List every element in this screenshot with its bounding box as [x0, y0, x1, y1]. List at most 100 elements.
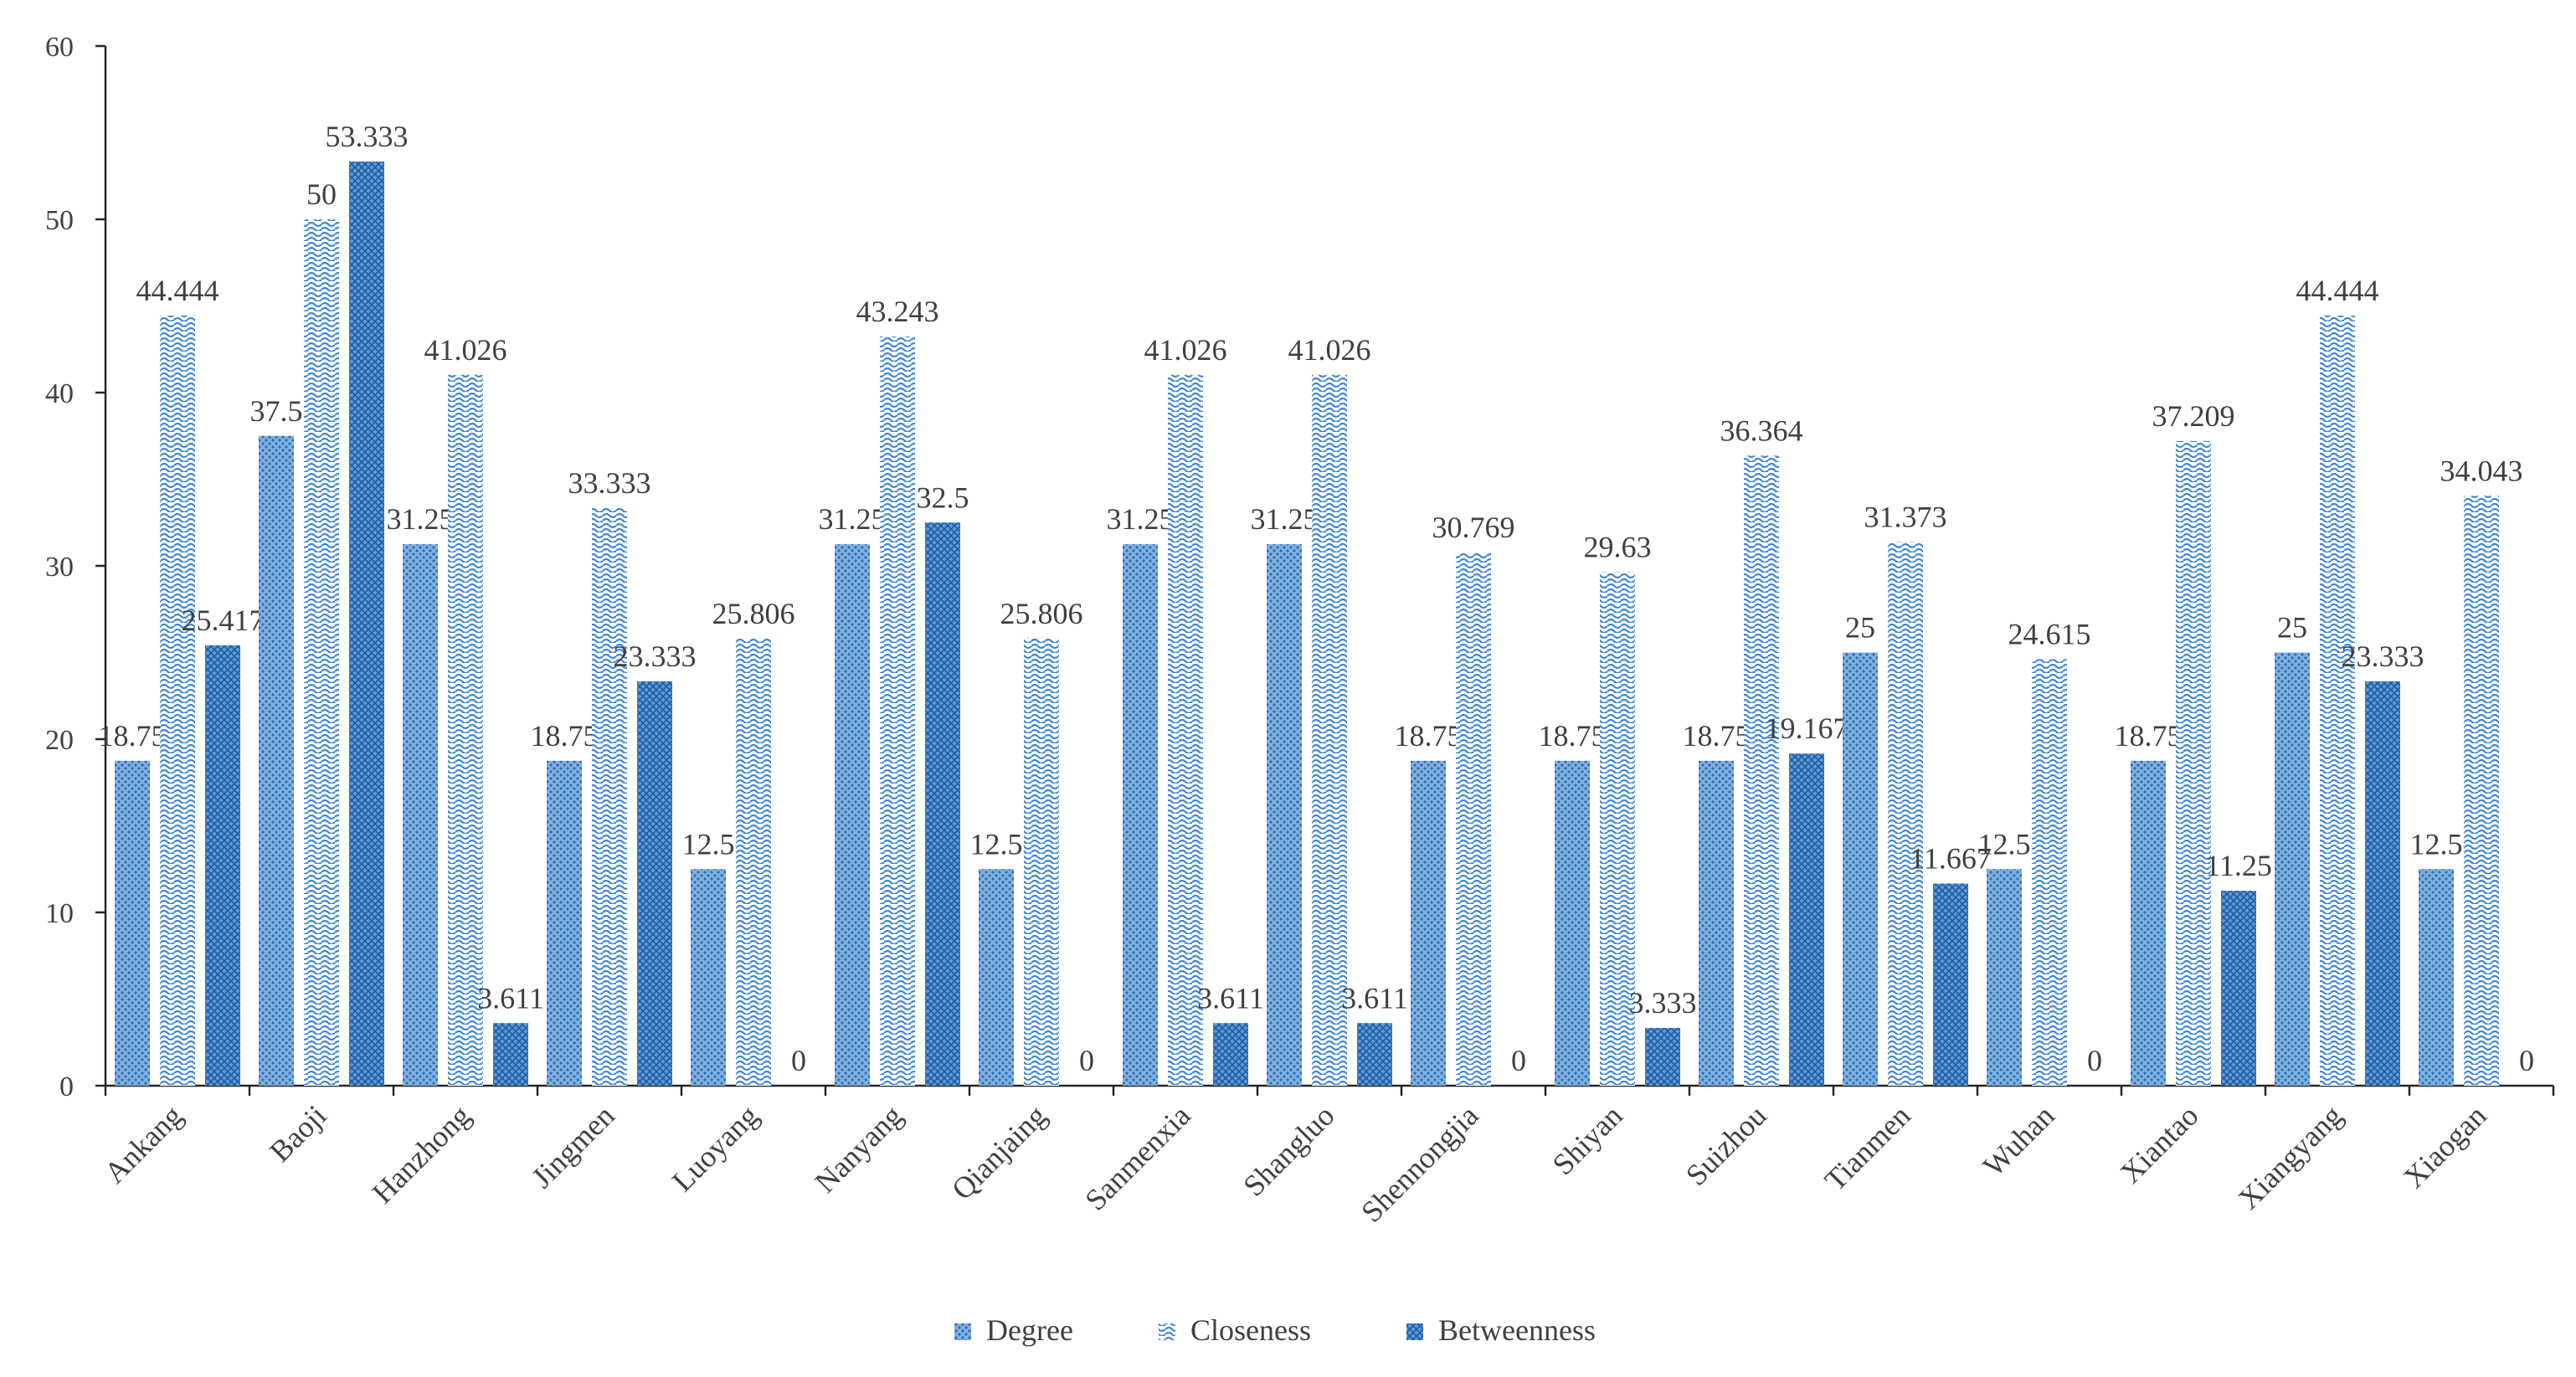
x-category-label: Tianmen	[1818, 1098, 1917, 1197]
betweenness-label-xiantao: 11.25	[2205, 849, 2272, 882]
closeness-label-luoyang: 25.806	[712, 597, 795, 630]
betweenness-label-xiaogan: 0	[2519, 1044, 2534, 1077]
betweenness-label-wuhan: 0	[2087, 1044, 2102, 1077]
degree-bar-luoyang	[691, 869, 726, 1086]
degree-bar-sanmenxia	[1123, 544, 1158, 1086]
betweenness-bar-baoji	[349, 162, 384, 1087]
degree-bar-nanyang	[835, 544, 870, 1086]
x-category-label: Shennongjia	[1355, 1098, 1485, 1229]
closeness-label-wuhan: 24.615	[2008, 617, 2091, 650]
closeness-label-suizhou: 36.364	[1720, 414, 1803, 447]
closeness-bar-shennongjia	[1456, 552, 1491, 1086]
degree-bar-shennongjia	[1411, 760, 1446, 1086]
degree-label-baoji: 37.5	[250, 394, 303, 428]
closeness-label-shiyan: 29.63	[1584, 531, 1652, 564]
y-tick-label: 50	[45, 205, 74, 236]
betweenness-bar-shiyan	[1645, 1028, 1680, 1086]
closeness-label-sanmenxia: 41.026	[1144, 333, 1227, 367]
betweenness-label-shennongjia: 0	[1511, 1044, 1526, 1077]
closeness-bar-jingmen	[592, 508, 627, 1086]
closeness-bar-sanmenxia	[1168, 374, 1203, 1086]
betweenness-label-shangluo: 3.611	[1341, 981, 1408, 1015]
closeness-label-shennongjia: 30.769	[1432, 511, 1515, 544]
x-category-label: Shiyan	[1546, 1098, 1629, 1181]
betweenness-label-ankang: 25.417	[182, 604, 265, 637]
degree-bar-xiaogan	[2419, 869, 2454, 1086]
x-category-label: Xiaogan	[2397, 1098, 2493, 1195]
degree-bar-qianjaing	[979, 869, 1014, 1086]
degree-label-shennongjia: 18.75	[1395, 719, 1463, 753]
betweenness-bar-suizhou	[1789, 753, 1824, 1086]
betweenness-bar-shangluo	[1357, 1023, 1392, 1086]
closeness-bar-baoji	[304, 219, 339, 1086]
x-category-label: Hanzhong	[366, 1098, 477, 1210]
closeness-label-ankang: 44.444	[136, 274, 219, 307]
degree-label-nanyang: 31.25	[819, 502, 887, 536]
y-tick-label: 40	[45, 378, 74, 409]
betweenness-label-xiangyang: 23.333	[2342, 640, 2424, 673]
closeness-bar-suizhou	[1744, 455, 1779, 1086]
betweenness-label-tianmen: 11.667	[1910, 841, 1992, 875]
betweenness-bar-ankang	[205, 645, 240, 1086]
betweenness-label-sanmenxia: 3.611	[1197, 981, 1264, 1015]
x-category-label: Xiangyang	[2232, 1098, 2349, 1215]
degree-label-xiantao: 18.75	[2115, 719, 2183, 753]
degree-bar-jingmen	[547, 760, 582, 1086]
closeness-bar-hanzhong	[448, 374, 483, 1086]
closeness-bar-luoyang	[736, 638, 771, 1086]
legend-label-degree: Degree	[986, 1313, 1073, 1347]
closeness-label-jingmen: 33.333	[568, 466, 651, 500]
x-category-label: Baoji	[263, 1098, 332, 1168]
x-category-label: Xiantao	[2114, 1098, 2205, 1189]
closeness-bar-xiangyang	[2320, 316, 2355, 1087]
degree-label-xiaogan: 12.5	[2410, 827, 2463, 861]
y-tick-label: 60	[45, 32, 74, 63]
x-category-label: Sanmenxia	[1078, 1098, 1196, 1216]
betweenness-label-hanzhong: 3.611	[477, 981, 544, 1015]
betweenness-bar-sanmenxia	[1213, 1023, 1248, 1086]
closeness-bar-shangluo	[1312, 374, 1347, 1086]
betweenness-bar-hanzhong	[493, 1023, 528, 1086]
degree-bar-wuhan	[1987, 869, 2022, 1086]
plot-area: 0 10 20 30 40 50 60 18.75 44.444 25.417 Ankang 37.5…	[45, 32, 2555, 1229]
degree-label-xiangyang: 25	[2277, 611, 2307, 645]
degree-bar-tianmen	[1843, 652, 1878, 1086]
closeness-label-baoji: 50	[306, 177, 337, 211]
x-category-label: Suizhou	[1679, 1098, 1773, 1192]
betweenness-label-luoyang: 0	[791, 1044, 806, 1077]
degree-label-luoyang: 12.5	[682, 827, 735, 861]
degree-label-tianmen: 25	[1845, 611, 1875, 645]
degree-label-qianjaing: 12.5	[970, 827, 1023, 861]
legend: Degree Closeness Betweenness	[954, 1313, 1596, 1347]
legend-swatch-degree	[954, 1323, 971, 1340]
degree-label-sanmenxia: 31.25	[1107, 502, 1175, 536]
degree-label-suizhou: 18.75	[1683, 719, 1751, 753]
closeness-label-tianmen: 31.373	[1864, 501, 1947, 534]
closeness-bar-wuhan	[2032, 659, 2067, 1086]
betweenness-bar-tianmen	[1933, 883, 1968, 1086]
betweenness-bar-jingmen	[637, 681, 672, 1086]
betweenness-label-nanyang: 32.5	[917, 480, 969, 514]
legend-label-betweenness: Betweenness	[1438, 1313, 1596, 1347]
degree-label-shangluo: 31.25	[1251, 502, 1319, 536]
degree-bar-suizhou	[1699, 760, 1734, 1086]
degree-label-wuhan: 12.5	[1978, 827, 2031, 861]
closeness-bar-xiantao	[2176, 440, 2211, 1086]
x-category-label: Nanyang	[808, 1098, 908, 1199]
betweenness-label-qianjaing: 0	[1079, 1044, 1094, 1077]
closeness-label-xiantao: 37.209	[2152, 399, 2235, 433]
degree-label-hanzhong: 31.25	[387, 502, 455, 536]
closeness-label-nanyang: 43.243	[856, 295, 939, 328]
x-category-label: Shangluo	[1237, 1098, 1340, 1202]
x-category-label: Wuhan	[1977, 1098, 2061, 1183]
degree-bar-xiangyang	[2275, 652, 2310, 1086]
betweenness-bar-nanyang	[925, 522, 960, 1086]
closeness-bar-shiyan	[1600, 572, 1635, 1086]
degree-label-jingmen: 18.75	[531, 719, 599, 753]
degree-bar-shiyan	[1555, 760, 1590, 1086]
degree-label-ankang: 18.75	[99, 719, 167, 753]
closeness-label-xiaogan: 34.043	[2440, 454, 2523, 487]
closeness-label-xiangyang: 44.444	[2296, 274, 2379, 307]
